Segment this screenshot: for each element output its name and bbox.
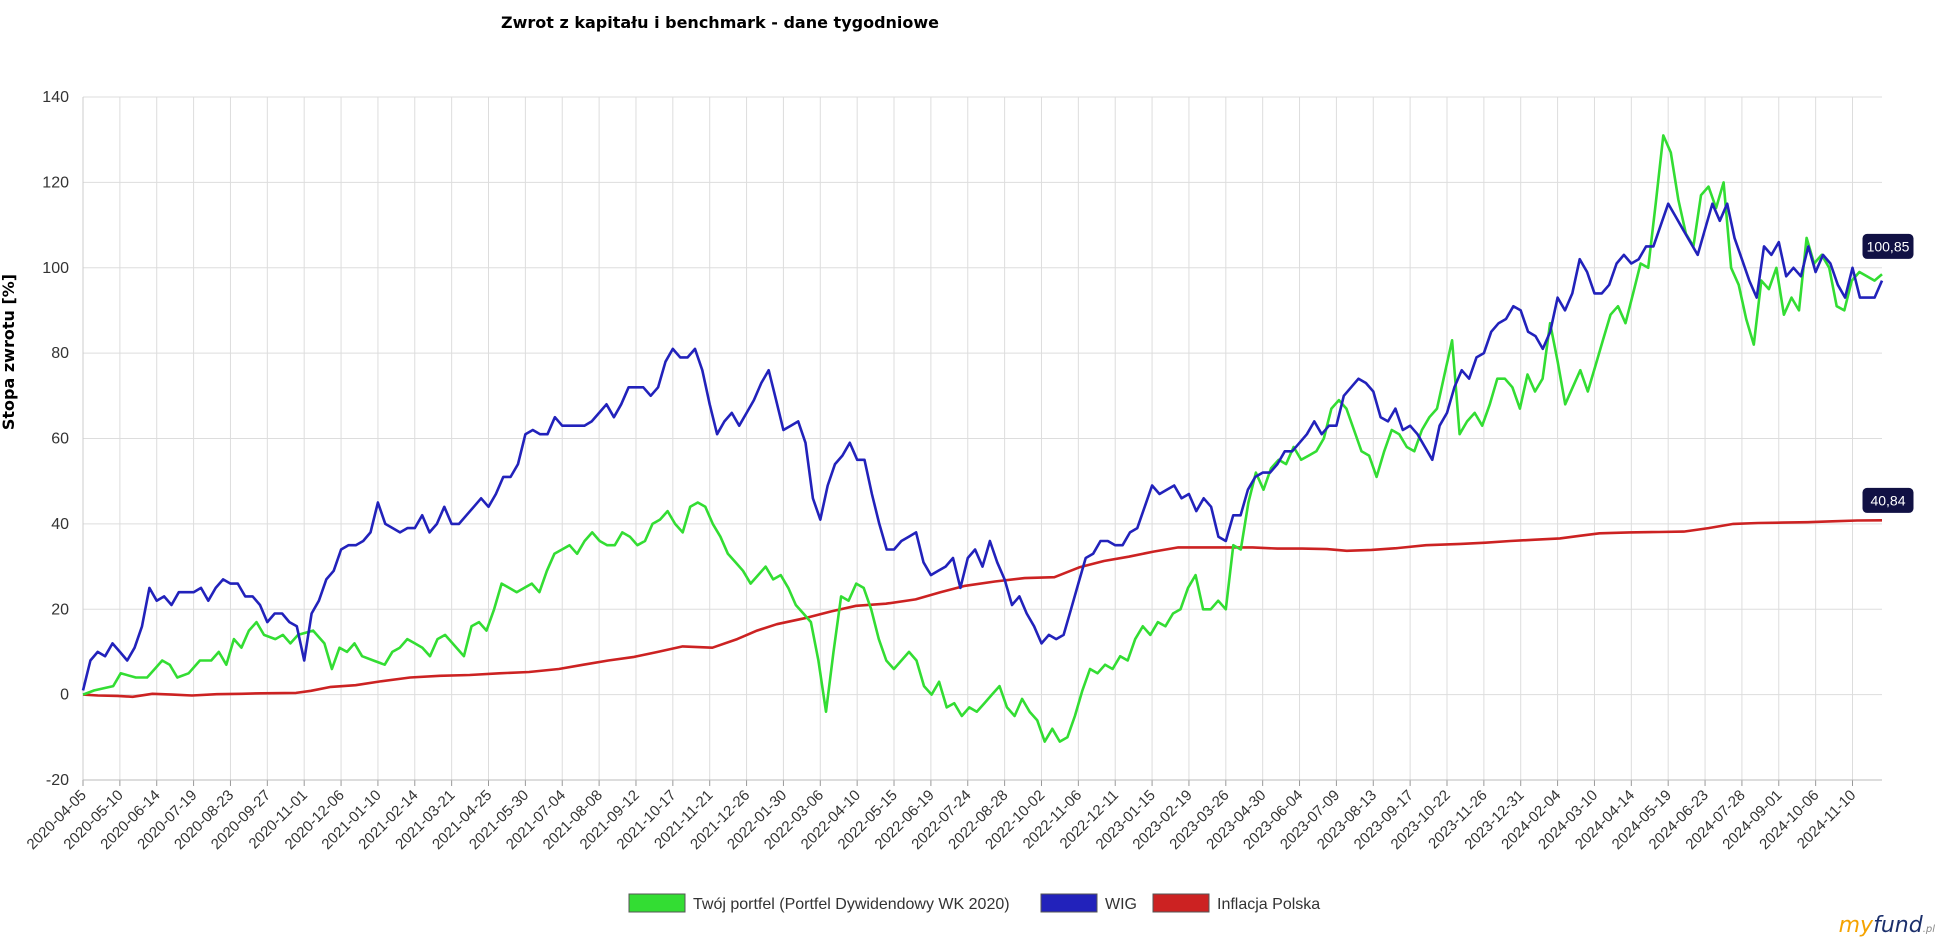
legend-item-1[interactable]: WIG (1040, 893, 1137, 913)
series-line-0 (82, 134, 1883, 743)
legend-swatch (628, 893, 686, 913)
y-tick-label: 40 (51, 516, 69, 533)
y-tick-label: 0 (60, 687, 69, 704)
end-label-box (1861, 232, 1915, 260)
legend-label: Inflacja Polska (1217, 896, 1320, 913)
legend-item-0[interactable]: Twój portfel (Portfel Dywidendowy WK 202… (628, 893, 1010, 913)
y-axis-label: Stopa zwrotu [%] (0, 274, 18, 430)
y-tick-label: 60 (51, 431, 69, 448)
logo-fund: fund (1873, 913, 1923, 938)
legend-label: Twój portfel (Portfel Dywidendowy WK 202… (693, 896, 1010, 913)
y-tick-label: 120 (42, 174, 69, 191)
chart-title: Zwrot z kapitału i benchmark - dane tygo… (501, 13, 939, 32)
logo-my: my (1838, 913, 1874, 938)
legend-swatch (1152, 893, 1210, 913)
end-labels: 100,85 40,84 (1861, 232, 1915, 514)
series-line-2 (82, 519, 1883, 699)
legend-swatch (1040, 893, 1098, 913)
end-label-text: 100,85 (1867, 238, 1910, 254)
y-tick-label: 20 (51, 601, 69, 618)
legend-label: WIG (1105, 896, 1137, 913)
myfund-logo: myfund.pl (1839, 913, 1935, 938)
legend-item-2[interactable]: Inflacja Polska (1152, 893, 1320, 913)
y-tick-label: 140 (42, 89, 69, 106)
grid (82, 96, 1882, 781)
y-tick-label: -20 (46, 772, 69, 789)
series-lines (81, 134, 1884, 743)
y-tick-label: 100 (42, 260, 69, 277)
axes: -200204060801001201402020-04-052020-05-1… (24, 89, 1882, 853)
logo-pl: .pl (1922, 924, 1935, 935)
legend: Twój portfel (Portfel Dywidendowy WK 202… (628, 893, 1320, 913)
y-tick-label: 80 (51, 345, 69, 362)
end-label-1: 100,85 (1861, 232, 1915, 260)
end-label-text: 40,84 (1870, 492, 1905, 508)
end-label-box (1861, 486, 1915, 514)
end-label-2: 40,84 (1861, 486, 1915, 514)
series-line-1 (81, 202, 1884, 691)
